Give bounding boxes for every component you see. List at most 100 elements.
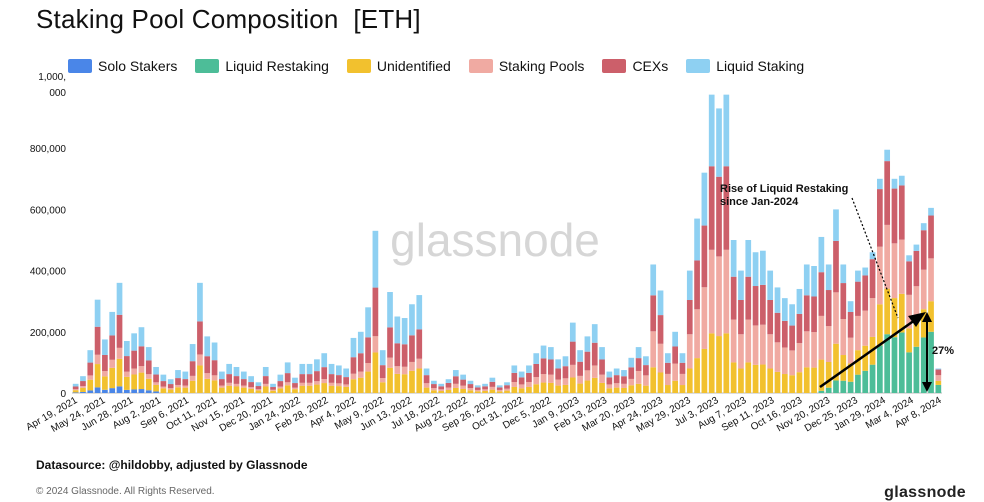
bar-segment [774,312,781,343]
bar-segment [189,344,196,362]
bar-segment [255,382,262,387]
bar-segment [409,370,415,393]
bar-segment [796,313,803,344]
bar-segment [138,372,145,390]
bar-segment [431,390,437,393]
bar-segment [474,391,481,393]
legend-label: Solo Stakers [98,58,178,74]
bar-segment [87,379,94,391]
bar-segment [292,377,298,384]
legend-label: Staking Pools [498,58,585,74]
bar-segment [745,319,752,363]
legend-item: Staking Pools [468,58,585,74]
bar-segment [877,345,883,393]
bar-segment [635,358,642,371]
bar-segment [372,336,379,353]
bar-segment [284,373,291,383]
bar-segment [745,362,752,393]
bar-segment [701,172,708,226]
bar-segment [920,230,927,270]
bar-segment [460,374,466,380]
bar-segment [613,368,620,376]
bar-segment [686,270,693,300]
bar-segment [204,373,211,379]
bar-segment [336,365,342,376]
bar-segment [548,374,554,383]
bar-segment [562,356,569,367]
bar-segment [877,189,883,247]
bar-segment [906,352,912,393]
bar-segment [664,385,671,393]
bar-segment [416,368,423,393]
bar-segment [643,375,649,386]
bar-segment [533,384,540,393]
bar-segment [350,373,357,380]
bar-segment [657,290,664,316]
bar-segment [781,374,788,393]
bar-segment [189,375,196,381]
bar-segment [387,327,393,358]
legend-swatch [68,59,92,73]
bar-segment [898,175,905,186]
bar-segment [496,391,503,393]
bar-segment [116,282,123,315]
bar-segment [292,383,298,388]
bar-segment [204,378,211,393]
bar-segment [701,225,708,288]
bar-segment [855,350,861,375]
annotation-leader [851,197,899,319]
bar-segment [167,388,174,390]
legend-item: Liquid Restaking [195,58,329,74]
bar-segment [80,391,86,393]
bar-segment [87,350,94,363]
bar-segment [811,266,817,297]
bar-segment [328,382,335,386]
bar-segment [767,334,774,369]
bar-segment [540,345,547,359]
bar-segment [153,384,159,392]
bar-segment [840,355,847,381]
bar-segment [460,385,466,389]
bar-segment [723,333,730,393]
bar-segment [533,353,540,364]
bar-segment [635,383,642,393]
bar-segment [891,188,898,244]
bar-segment [416,358,423,369]
bar-segment [723,166,730,250]
bar-segment [219,387,225,393]
bar-segment [321,353,328,368]
bar-segment [328,374,335,383]
bar-segment [306,382,313,386]
bar-segment [847,311,854,338]
bar-segment [920,337,927,393]
bar-segment [131,374,137,390]
bar-segment [343,377,350,385]
bar-segment [94,354,101,365]
bar-segment [643,385,649,393]
bar-segment [72,392,79,393]
bar-segment [182,371,189,380]
bar-segment [219,385,225,388]
bar-segment [694,309,700,359]
bar-segment [672,331,678,347]
bar-segment [701,348,708,393]
bar-segment [240,385,247,388]
bar-segment [877,178,883,190]
bar-segment [131,389,137,393]
bar-segment [664,353,671,363]
bar-segment [920,223,927,231]
bar-segment [884,224,891,289]
bar-segment [672,346,678,364]
bar-segment [489,381,496,387]
bar-segment [211,360,218,376]
bar-segment [467,384,474,389]
bar-segment [409,335,415,362]
bar-segment [679,353,686,363]
bar-segment [379,350,386,366]
bar-segment [599,374,605,383]
bar-segment [167,389,174,393]
bar-segment [314,384,320,393]
bar-segment [109,335,116,360]
legend-label: CEXs [632,58,669,74]
bar-segment [387,367,393,393]
